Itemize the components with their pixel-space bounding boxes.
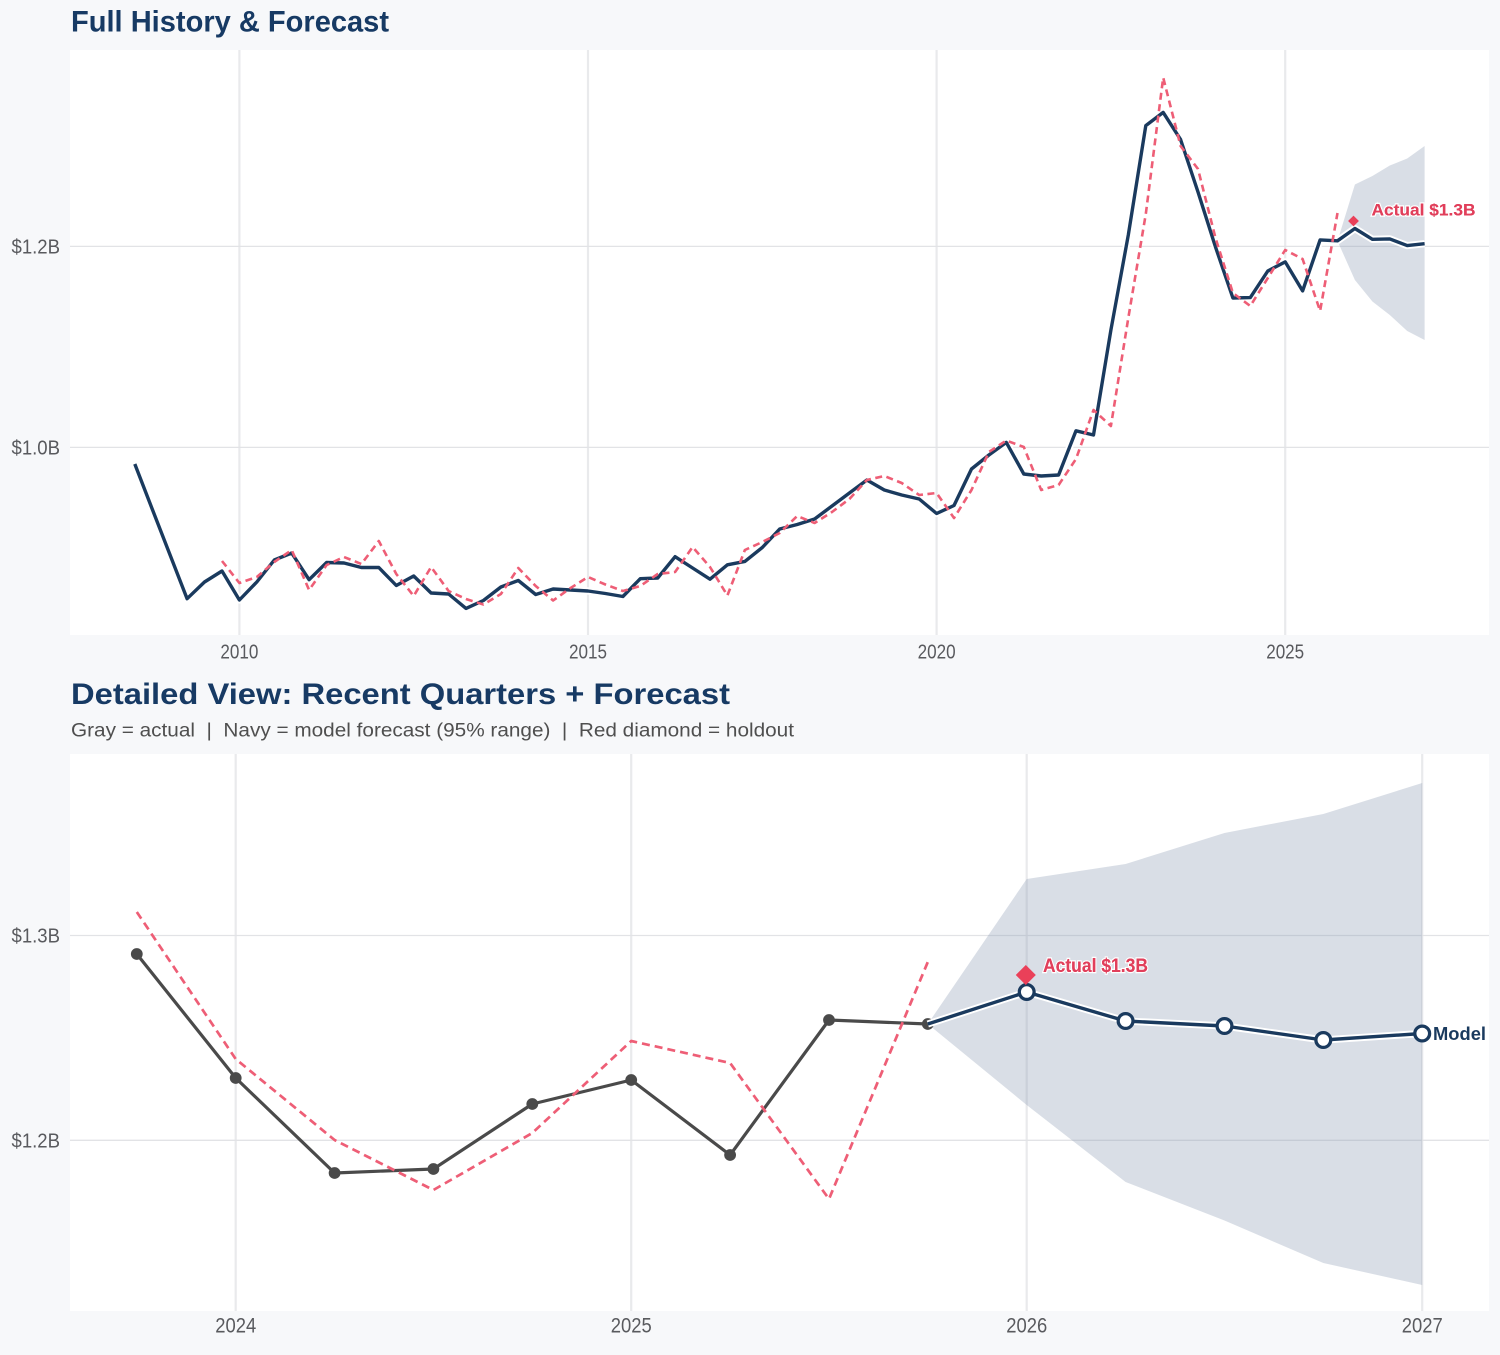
svg-text:2026: 2026 bbox=[1006, 1315, 1047, 1338]
svg-text:Model: Model bbox=[1433, 1024, 1486, 1044]
svg-text:$1.2B: $1.2B bbox=[12, 237, 61, 259]
svg-text:2020: 2020 bbox=[918, 642, 956, 664]
svg-text:Full History & Forecast: Full History & Forecast bbox=[71, 6, 389, 39]
svg-text:Detailed View: Recent Quarters: Detailed View: Recent Quarters + Forecas… bbox=[71, 678, 730, 711]
svg-text:$1.2B: $1.2B bbox=[12, 1131, 61, 1153]
svg-text:Gray = actual | Navy = model: Gray = actual | Navy = model forecast (9… bbox=[71, 721, 795, 742]
svg-text:2025: 2025 bbox=[1266, 642, 1304, 664]
svg-text:Actual $1.3B: Actual $1.3B bbox=[1043, 956, 1148, 977]
svg-text:2027: 2027 bbox=[1402, 1315, 1443, 1338]
svg-text:2025: 2025 bbox=[611, 1315, 652, 1338]
svg-text:Actual $1.3B: Actual $1.3B bbox=[1043, 956, 1148, 977]
svg-text:2015: 2015 bbox=[569, 642, 607, 664]
svg-text:Actual $1.3B: Actual $1.3B bbox=[1372, 201, 1476, 220]
svg-text:$1.0B: $1.0B bbox=[12, 438, 61, 460]
svg-text:2010: 2010 bbox=[220, 642, 258, 664]
svg-text:Actual $1.3B: Actual $1.3B bbox=[1372, 201, 1476, 220]
svg-text:$1.3B: $1.3B bbox=[12, 926, 61, 948]
svg-text:2024: 2024 bbox=[215, 1315, 256, 1338]
